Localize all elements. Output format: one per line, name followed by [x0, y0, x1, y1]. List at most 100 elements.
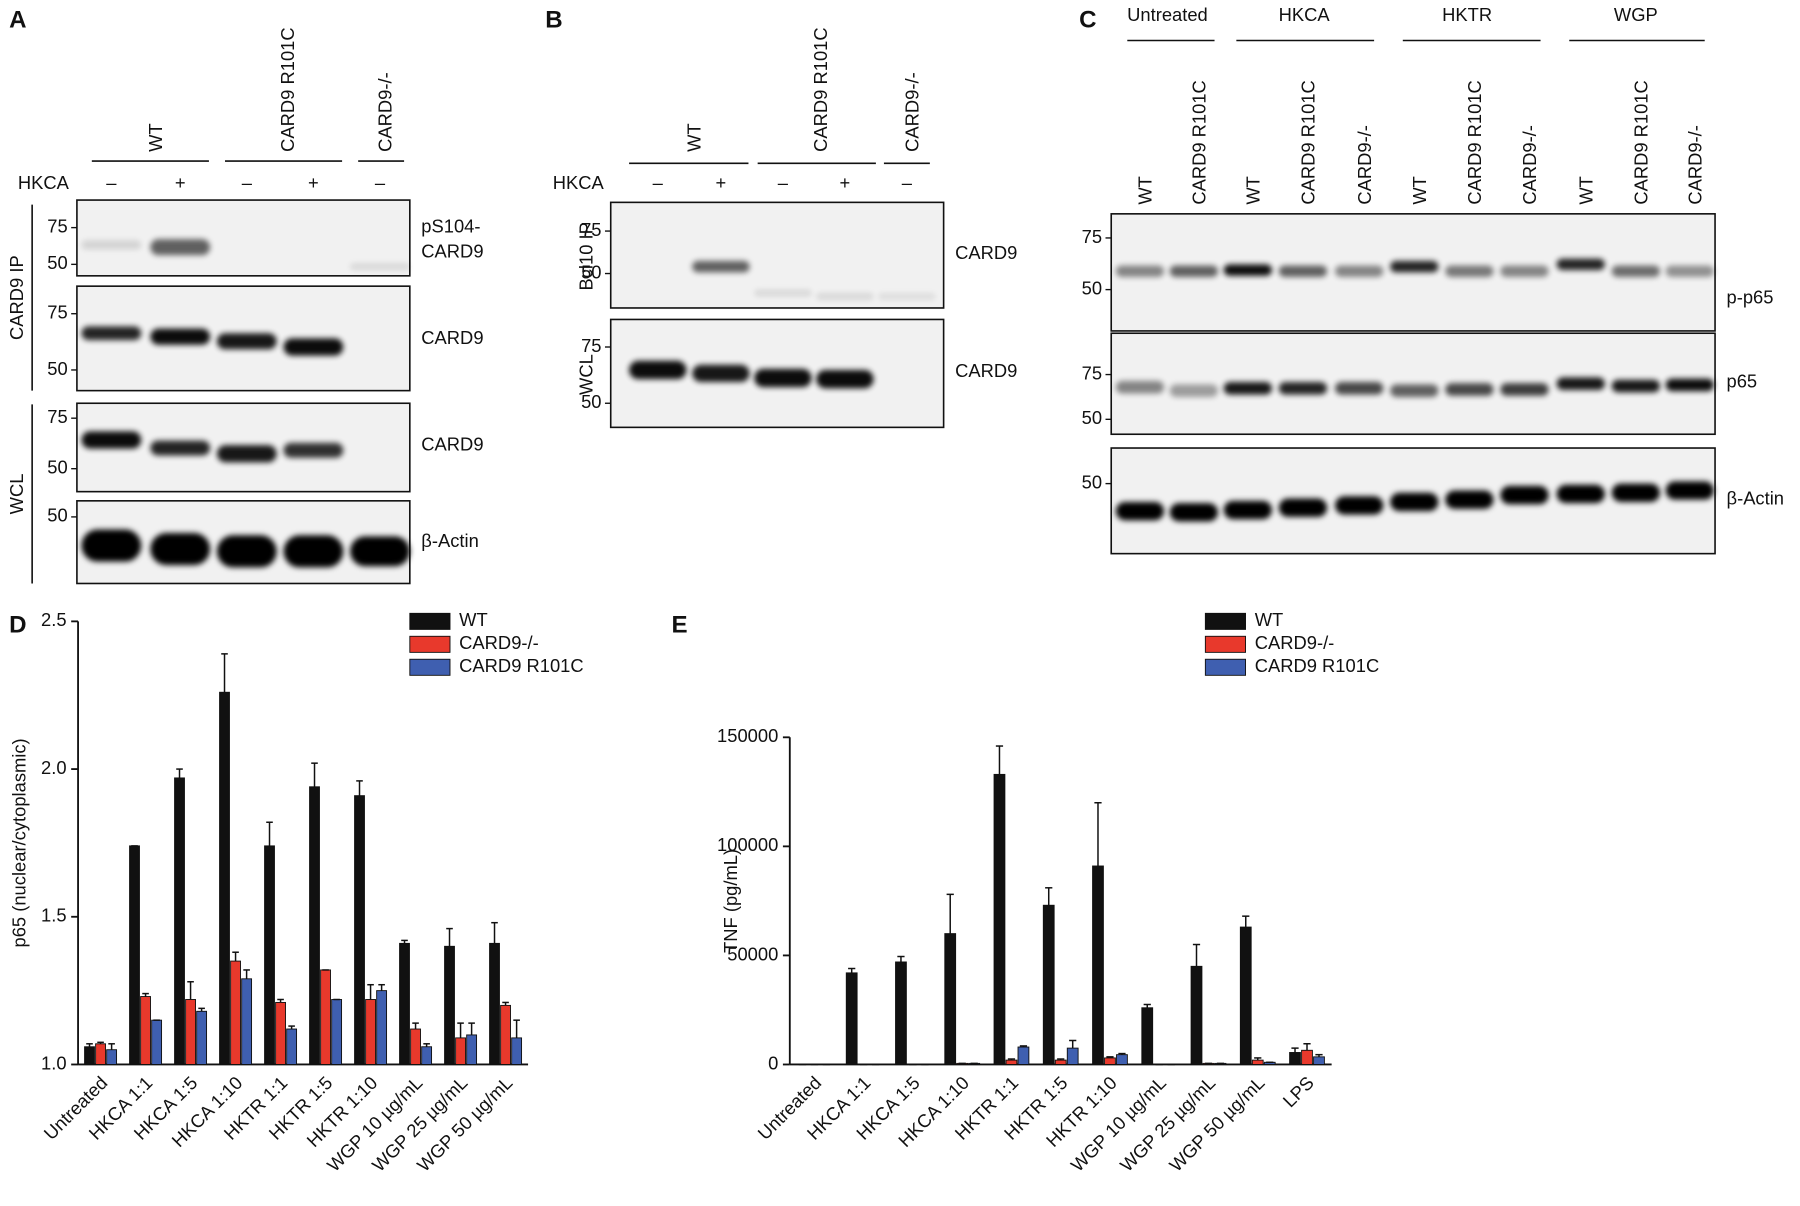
bar — [365, 999, 376, 1065]
band — [81, 431, 142, 449]
bar — [331, 999, 343, 1065]
error-bar — [1094, 801, 1102, 866]
band — [350, 263, 410, 271]
blot-target: CARD9 — [421, 241, 483, 262]
band — [1500, 383, 1549, 396]
error-bar — [848, 967, 856, 973]
bar — [151, 1019, 163, 1065]
error-bar — [946, 893, 954, 934]
treatment-sign: – — [106, 172, 117, 193]
error-bar — [108, 1043, 115, 1050]
panel-letter: C — [1079, 6, 1096, 33]
lane-label: CARD9-/- — [1519, 125, 1540, 205]
band — [1556, 484, 1605, 504]
y-axis-label: TNF (pg/mL) — [720, 849, 741, 953]
bar — [309, 786, 320, 1065]
bar — [376, 990, 388, 1065]
band — [1556, 258, 1605, 271]
mw-marker: 75 — [47, 302, 67, 323]
band — [1169, 265, 1218, 277]
band — [1611, 483, 1660, 502]
error-bar — [277, 998, 284, 1003]
error-bar — [401, 939, 408, 944]
group-label: HKCA — [1279, 4, 1331, 25]
blot-target: CARD9 — [955, 242, 1017, 263]
error-bar — [1019, 1045, 1028, 1048]
error-bar — [897, 955, 905, 962]
blot-target: p65 — [1727, 370, 1758, 391]
error-bar — [86, 1043, 93, 1047]
mw-marker: 50 — [47, 252, 67, 273]
band — [150, 239, 211, 256]
band — [1278, 382, 1328, 395]
error-bar — [1007, 1058, 1016, 1061]
band — [1500, 265, 1549, 277]
treatment-sign: – — [778, 172, 789, 193]
bar — [895, 961, 907, 1065]
band — [629, 360, 687, 380]
blot-target: CARD9 — [421, 327, 483, 348]
bar — [1251, 1059, 1264, 1065]
band — [1500, 485, 1549, 505]
legend-label: CARD9-/- — [459, 632, 539, 653]
legend-swatch — [1204, 658, 1246, 676]
bar — [421, 1046, 433, 1065]
bar — [1239, 926, 1252, 1065]
band — [1115, 265, 1165, 277]
error-bar — [198, 1007, 205, 1012]
legend-label: CARD9 R101C — [459, 655, 583, 676]
band — [1390, 260, 1439, 273]
error-bar — [1242, 915, 1250, 928]
group-label: WT — [145, 123, 166, 152]
bar — [993, 773, 1006, 1065]
bar — [129, 845, 140, 1065]
band — [150, 532, 211, 566]
legend-swatch — [409, 658, 451, 676]
band — [1665, 481, 1714, 500]
error-bar — [995, 745, 1004, 775]
error-bar — [1192, 943, 1201, 967]
group-label: WGP — [1614, 4, 1658, 25]
bar — [1141, 1007, 1154, 1065]
band — [150, 328, 211, 345]
legend-label: CARD9 R101C — [1255, 655, 1379, 676]
bar — [196, 1010, 208, 1065]
bar — [230, 960, 241, 1065]
error-bar — [142, 992, 149, 997]
band — [692, 364, 750, 383]
bar — [1289, 1052, 1301, 1065]
error-bar — [1303, 1043, 1311, 1051]
error-bar — [1045, 887, 1053, 906]
side-label: CARD9 IP — [6, 255, 27, 340]
bar — [174, 777, 185, 1065]
legend-swatch — [1204, 635, 1246, 653]
error-bar — [502, 1001, 509, 1006]
blot-target: CARD9 — [421, 434, 483, 455]
treatment-sign: + — [175, 172, 186, 193]
legend-label: CARD9-/- — [1255, 632, 1335, 653]
y-tick-label: 100000 — [717, 834, 778, 855]
band — [1335, 382, 1384, 395]
mw-marker: 50 — [47, 505, 67, 526]
band — [1278, 265, 1328, 277]
mw-marker: 50 — [47, 457, 67, 478]
band — [1390, 492, 1439, 512]
error-bar — [491, 921, 498, 944]
error-bar — [288, 1025, 295, 1030]
band — [1169, 384, 1218, 397]
bar — [84, 1046, 95, 1065]
mw-marker: 75 — [1082, 362, 1102, 383]
legend-swatch — [409, 612, 451, 630]
group-label: CARD9-/- — [375, 72, 396, 152]
bar — [1301, 1049, 1313, 1065]
legend-swatch — [409, 635, 451, 653]
group-label: CARD9 R101C — [277, 27, 298, 151]
bar — [1066, 1047, 1079, 1065]
legend-label: WT — [1255, 609, 1284, 630]
band — [1445, 490, 1494, 509]
bar — [1005, 1059, 1018, 1065]
treatment-label: HKCA — [553, 172, 605, 193]
treatment-sign: – — [902, 172, 913, 193]
y-tick-label: 2.0 — [41, 757, 67, 778]
